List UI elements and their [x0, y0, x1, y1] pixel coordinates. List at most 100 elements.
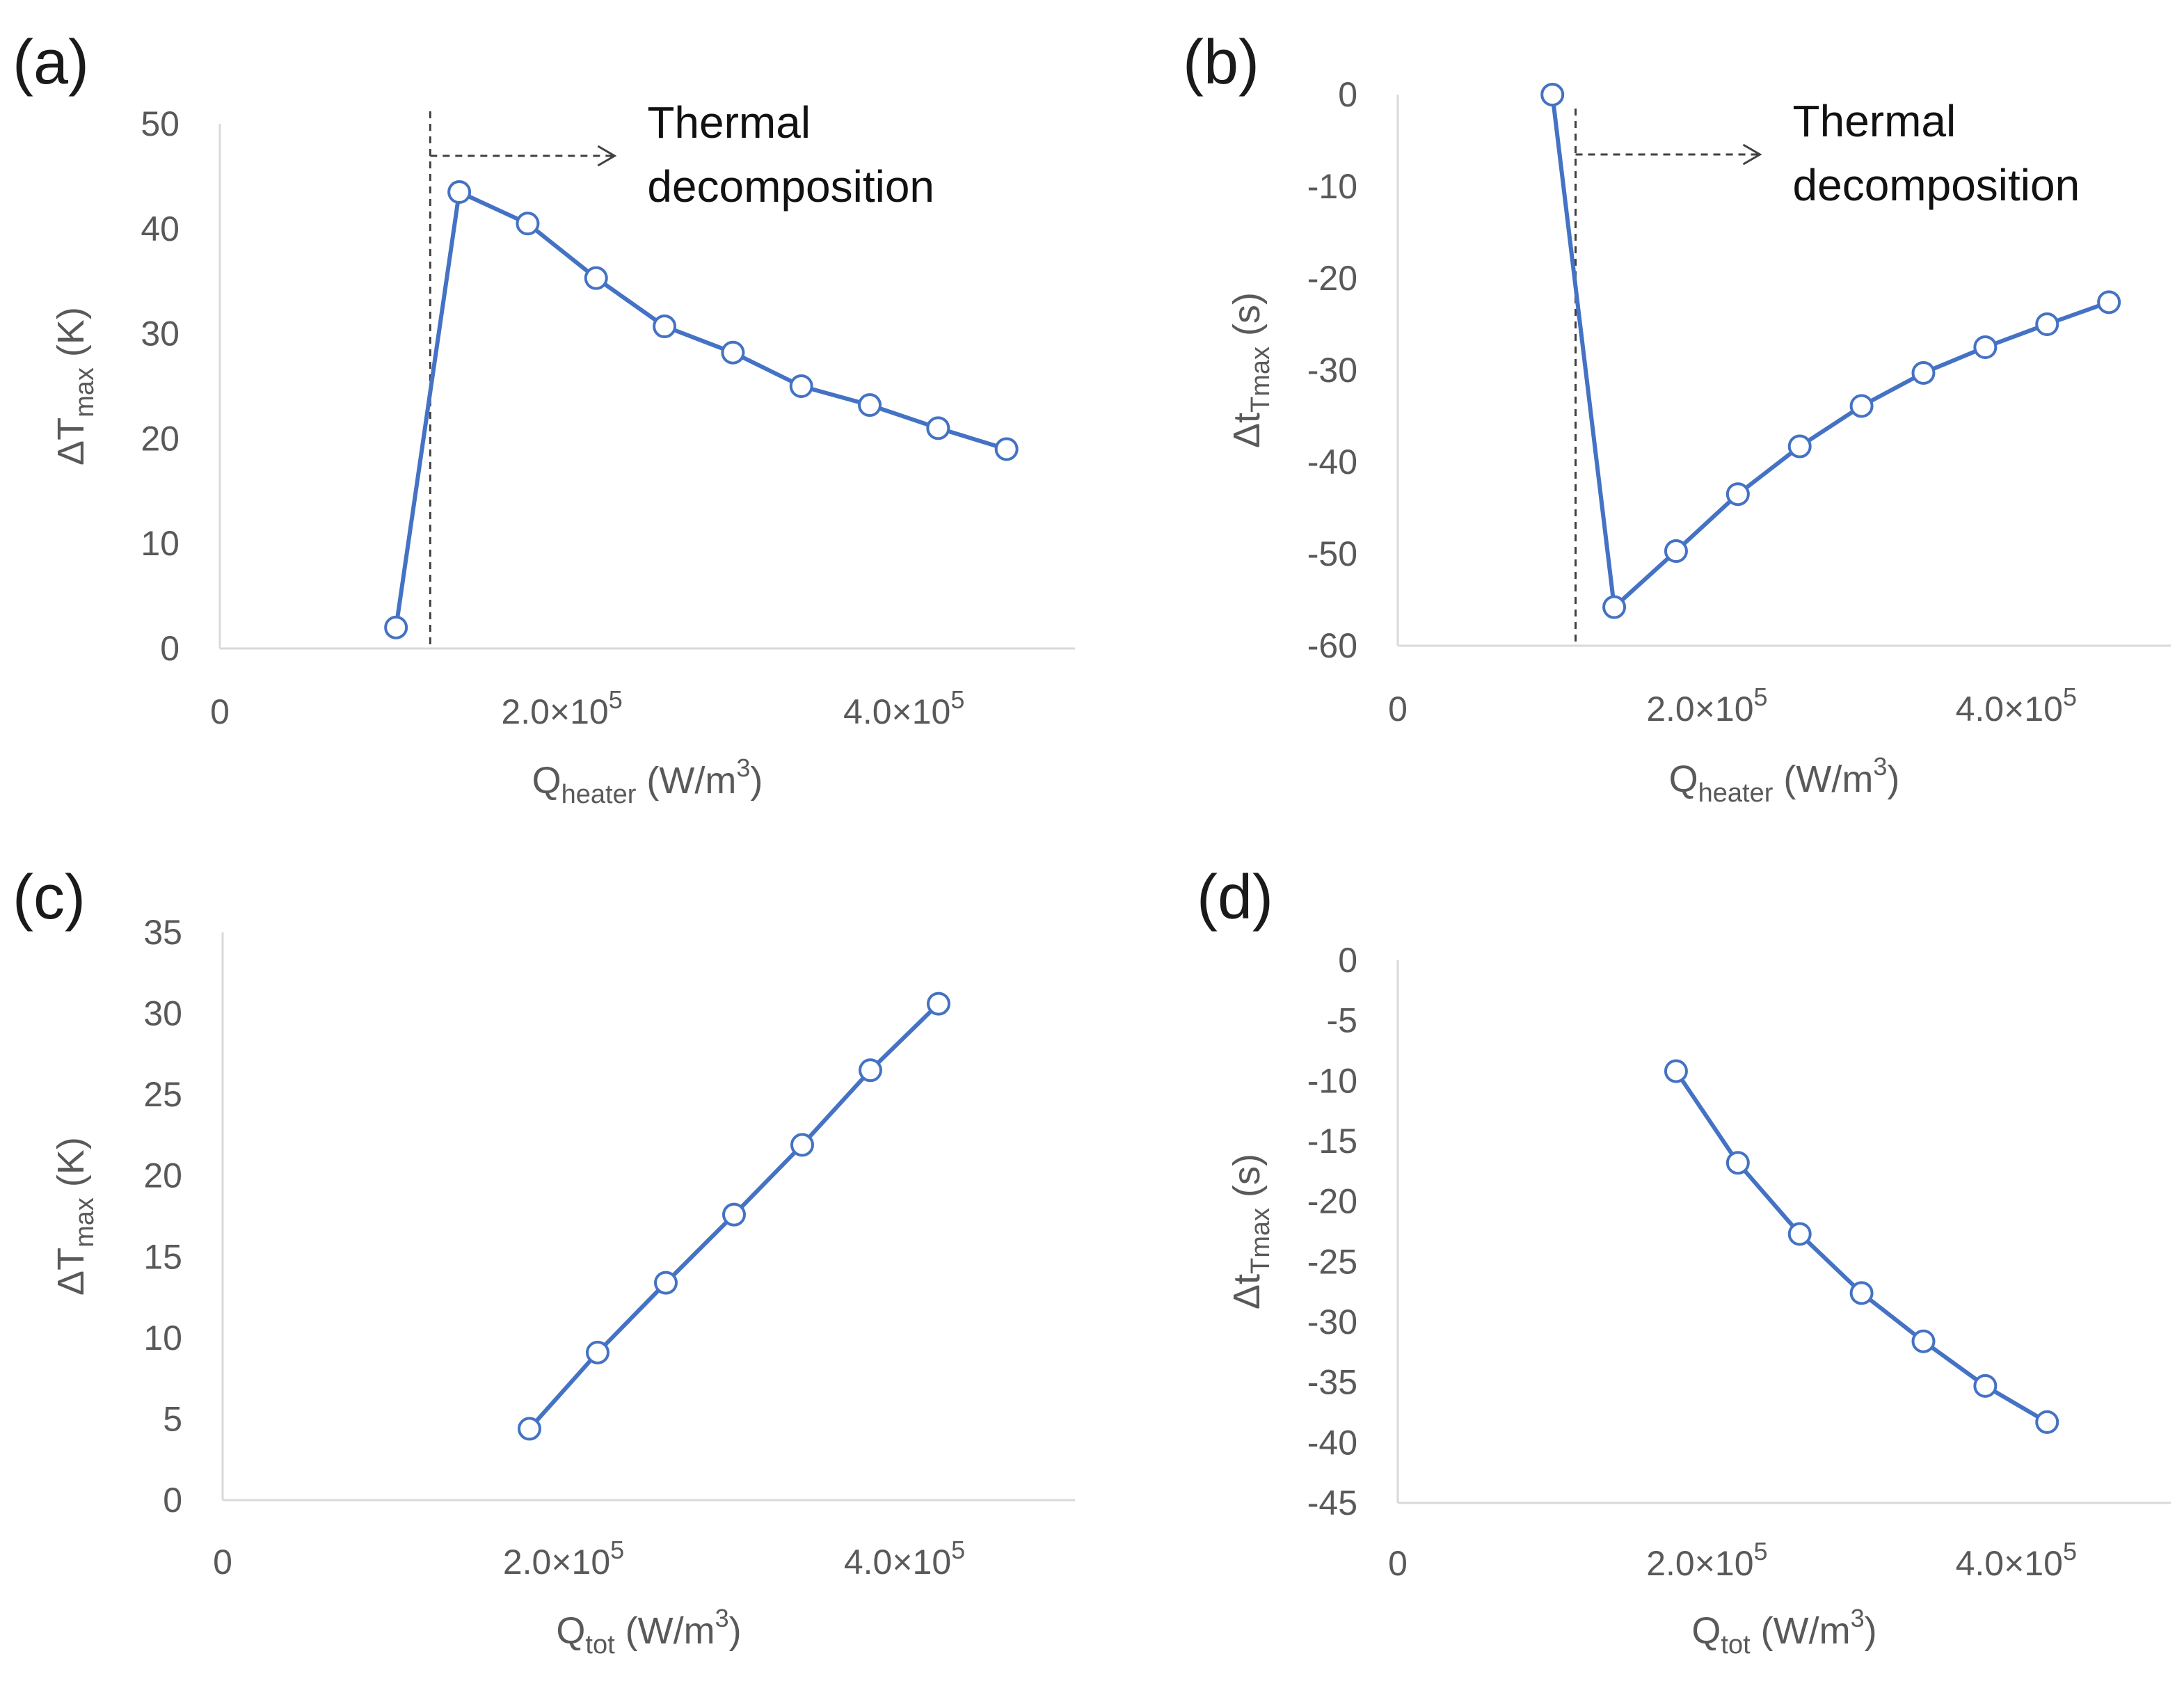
data-point: [1664, 1059, 1688, 1083]
x-tick-text: 2.0×10: [503, 1543, 610, 1582]
x-axis-title: Qtot (W/m3): [1691, 1604, 1876, 1659]
y-tick-label: 40: [141, 209, 180, 248]
x-title-end: ): [1865, 1610, 1877, 1652]
x-title-end: ): [750, 760, 763, 802]
x-title-sup: 3: [1851, 1604, 1865, 1632]
arrow-head-icon: [597, 145, 617, 167]
y-tick-label: -50: [1307, 534, 1357, 573]
y-axis-title: ΔtTmax (s): [1226, 292, 1275, 448]
y-tick-label: -40: [1307, 1423, 1357, 1462]
y-title-main: Δt: [1226, 413, 1268, 448]
data-point: [2035, 312, 2059, 336]
data-point: [1725, 1151, 1750, 1175]
panel-label: (a): [13, 28, 89, 97]
x-title-end: ): [1887, 758, 1899, 800]
x-tick-text: 0: [210, 692, 230, 731]
y-title-sub: Tmax: [1246, 1208, 1275, 1274]
x-tick-exponent: 5: [950, 685, 964, 714]
data-point: [1911, 360, 1936, 385]
x-tick-label: 4.0×105: [1956, 683, 2077, 728]
y-tick-label: 0: [1338, 75, 1357, 114]
data-point: [584, 266, 608, 290]
y-title-tail: (s): [1226, 292, 1268, 347]
y-tick-label: 0: [1338, 941, 1357, 980]
data-point: [586, 1340, 609, 1364]
y-tick-label: -60: [1307, 626, 1357, 665]
x-title-main: Q: [1669, 758, 1698, 800]
data-point: [926, 416, 950, 440]
x-title-sub: tot: [1721, 1630, 1751, 1659]
y-title-tail: (K): [50, 1137, 92, 1197]
x-title-main: Q: [1691, 1610, 1721, 1652]
x-tick-text: 2.0×10: [1646, 1544, 1753, 1583]
x-tick-label: 4.0×105: [1956, 1537, 2077, 1583]
data-point: [516, 212, 540, 236]
y-axis-title: ΔtTmax (s): [1226, 1154, 1275, 1309]
x-axis-title: Qtot (W/m3): [556, 1604, 741, 1659]
annotation-line-1: Thermal: [647, 97, 811, 148]
x-title-sub: tot: [585, 1630, 615, 1659]
y-tick-label: -15: [1307, 1122, 1357, 1161]
data-point: [2035, 1410, 2059, 1434]
series-line: [394, 190, 1007, 628]
y-tick-label: -40: [1307, 443, 1357, 481]
x-tick-exponent: 5: [2063, 683, 2077, 711]
x-title-sub: heater: [561, 780, 637, 809]
x-tick-text: 0: [1388, 690, 1408, 728]
panel-label: (b): [1183, 28, 1259, 97]
y-tick-label: 20: [141, 419, 180, 458]
y-tick-label: 30: [141, 314, 180, 353]
data-point: [721, 340, 745, 365]
x-title-sup: 3: [736, 754, 750, 782]
series-line: [1674, 1069, 2048, 1424]
y-title-tail: (s): [1226, 1154, 1268, 1208]
x-tick-label: 2.0×105: [501, 685, 622, 731]
data-point: [789, 374, 813, 398]
y-axis-title: ΔTmax (K): [50, 307, 99, 465]
data-point: [722, 1202, 746, 1227]
x-tick-label: 2.0×105: [503, 1536, 624, 1582]
x-tick-text: 2.0×10: [1646, 690, 1753, 728]
data-point: [1849, 394, 1874, 418]
data-point: [1602, 595, 1627, 619]
y-title-sub: Tmax: [1246, 347, 1275, 413]
annotation-line-2: decomposition: [647, 161, 934, 212]
y-tick-label: 15: [143, 1237, 182, 1276]
x-title-tail: (W/m: [615, 1610, 715, 1652]
data-point: [1787, 1222, 1812, 1246]
x-title-sup: 3: [1873, 752, 1887, 781]
x-tick-label: 4.0×105: [843, 685, 964, 731]
y-tick-label: -45: [1307, 1483, 1357, 1522]
x-tick-text: 2.0×10: [501, 692, 608, 731]
x-tick-label: 0: [210, 692, 230, 731]
y-tick-label: -20: [1307, 1182, 1357, 1221]
x-tick-exponent: 5: [2063, 1537, 2077, 1566]
x-tick-text: 0: [213, 1543, 232, 1582]
y-title-sub: max: [70, 367, 99, 417]
x-title-main: Q: [532, 760, 561, 802]
x-title-sup: 3: [715, 1604, 729, 1632]
data-point: [1973, 1374, 1998, 1398]
data-point: [790, 1133, 814, 1157]
y-title-main: ΔT: [50, 1248, 92, 1296]
y-axis-title: ΔTmax (K): [50, 1137, 99, 1296]
y-tick-label: -25: [1307, 1242, 1357, 1281]
x-tick-exponent: 5: [1754, 1537, 1768, 1566]
data-point: [994, 437, 1019, 461]
x-title-tail: (W/m: [1773, 758, 1873, 800]
x-axis-title: Qheater (W/m3): [532, 754, 763, 809]
data-point: [654, 1271, 678, 1295]
x-tick-exponent: 5: [951, 1536, 965, 1564]
data-point: [1787, 434, 1812, 459]
panel-label: (d): [1197, 863, 1273, 932]
y-tick-label: 5: [163, 1399, 182, 1438]
x-title-main: Q: [556, 1610, 585, 1652]
y-tick-label: 35: [143, 913, 182, 952]
x-tick-text: 4.0×10: [1956, 690, 2063, 728]
data-point: [858, 393, 882, 417]
data-point: [1664, 539, 1688, 564]
data-point: [1725, 482, 1750, 507]
